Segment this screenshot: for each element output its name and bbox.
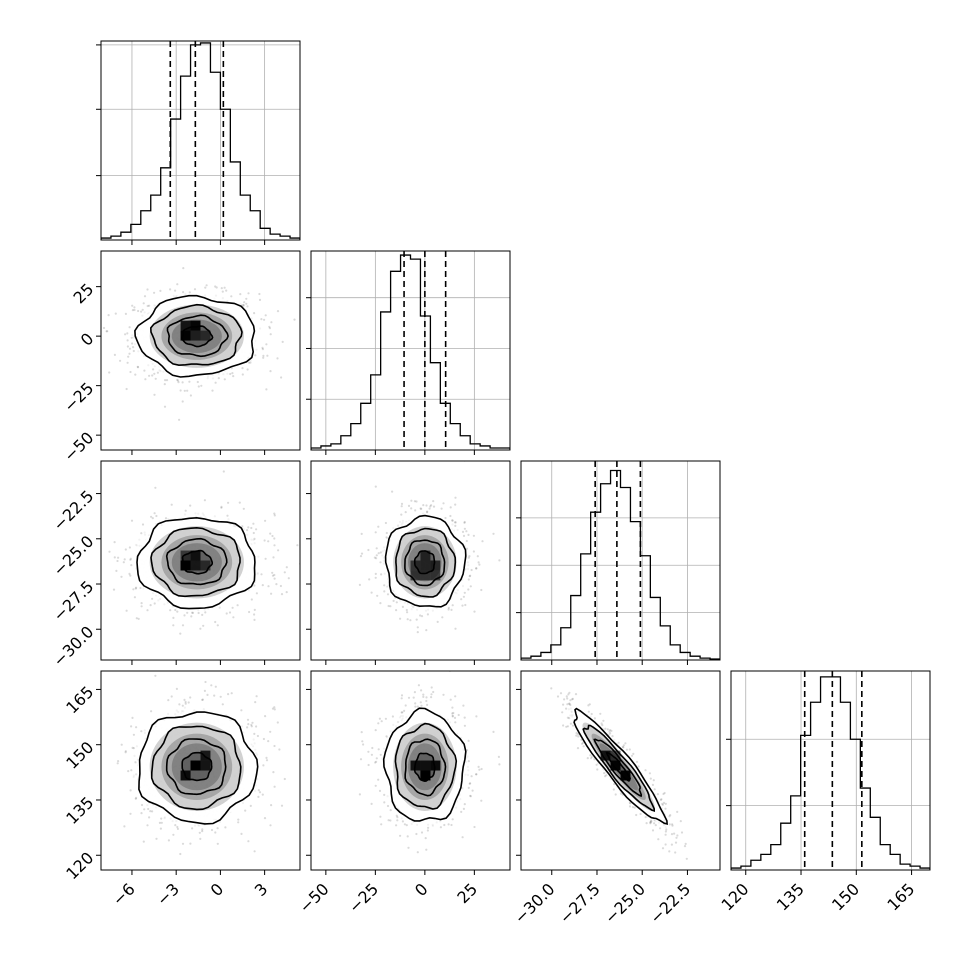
panel-3-2: −30.0−27.5−25.0−22.5 — [510, 670, 721, 927]
density-cells-2-0 — [180, 550, 211, 571]
contour-3-1-0 — [413, 752, 436, 783]
panel-frame-3-2 — [520, 670, 721, 871]
xtick-label-1: −50 — [295, 879, 332, 916]
contour-3-2-2 — [582, 724, 655, 813]
contour-2-1-0 — [413, 550, 436, 575]
contour-1-0-2 — [149, 303, 243, 367]
xtick-label-1: 25 — [453, 879, 481, 907]
panel-frame-1-0 — [100, 250, 301, 451]
xtick-label-1: −25 — [345, 879, 382, 916]
contour-3-0-1 — [165, 738, 227, 796]
xtick-label-2: −30.0 — [510, 879, 558, 927]
ytick-label-1: 0 — [77, 329, 98, 350]
contour-2-0-2 — [150, 526, 241, 598]
xtick-label-3: 120 — [718, 879, 753, 914]
contour-2-1-1 — [404, 539, 446, 587]
contour-1-0-0 — [181, 325, 214, 348]
xtick-label-1: 0 — [411, 879, 432, 900]
panel-3-3: 120 135 150 165 — [718, 670, 931, 914]
panel-0-0 — [96, 40, 301, 245]
xtick-label-0: −3 — [153, 879, 183, 909]
ytick-label-2: −22.5 — [49, 486, 97, 534]
ytick-label-3: 165 — [62, 682, 97, 717]
contour-3-2-0 — [605, 751, 632, 782]
contour-2-1-3 — [384, 514, 467, 608]
panel-frame-2-2 — [520, 460, 721, 661]
histogram-1 — [311, 254, 510, 450]
ytick-label-2: −30.0 — [49, 622, 97, 670]
xtick-label-2: −22.5 — [646, 879, 694, 927]
contour-3-2-1 — [593, 738, 643, 798]
histogram-2 — [521, 469, 720, 660]
xtick-label-0: 3 — [251, 879, 272, 900]
contour-3-1-3 — [382, 707, 467, 822]
density-cells-3-2 — [600, 750, 631, 781]
contour-3-1-1 — [404, 738, 447, 797]
contour-1-0-1 — [166, 314, 229, 358]
panel-frame-2-0 — [100, 460, 301, 661]
xtick-label-2: −27.5 — [556, 879, 604, 927]
xtick-label-3: 165 — [883, 879, 918, 914]
ytick-label-2: −27.5 — [49, 577, 97, 625]
contour-3-0-2 — [150, 725, 242, 811]
contour-3-1-2 — [394, 722, 458, 810]
xtick-label-2: −25.0 — [601, 879, 649, 927]
contour-3-2-3 — [573, 707, 668, 825]
panel-3-1: −50 −25 0 25 — [295, 670, 511, 917]
panel-frame-3-0 — [100, 670, 301, 871]
histogram-3 — [731, 676, 930, 870]
ytick-label-1: −50 — [60, 428, 97, 465]
panel-3-0: 120 135 150 165 −6 −3 0 3 — [62, 670, 301, 910]
panel-2-0: −30.0−27.5−25.0−22.5 — [49, 460, 301, 670]
contour-1-0-3 — [134, 294, 256, 378]
contour-3-0-3 — [138, 711, 259, 825]
panel-2-2 — [516, 460, 721, 665]
contour-2-0-3 — [136, 516, 256, 610]
xtick-label-0: 0 — [207, 879, 228, 900]
panel-1-1 — [306, 250, 511, 455]
panel-frame-1-1 — [310, 250, 511, 451]
panel-frame-3-1 — [310, 670, 511, 871]
ytick-label-2: −25.0 — [49, 532, 97, 580]
panel-frame-2-1 — [310, 460, 511, 661]
xtick-label-3: 150 — [828, 879, 863, 914]
xtick-label-3: 135 — [773, 879, 808, 914]
ytick-label-1: 25 — [70, 280, 98, 308]
histogram-0 — [101, 42, 300, 240]
ytick-label-3: 120 — [62, 848, 97, 883]
ytick-label-3: 150 — [62, 738, 97, 773]
panel-frame-0-0 — [100, 40, 301, 241]
panel-1-0: −50 −25 0 25 — [60, 250, 301, 465]
contour-2-0-0 — [181, 549, 213, 575]
ytick-label-3: 135 — [62, 793, 97, 828]
panel-frame-3-3 — [730, 670, 931, 871]
panel-2-1 — [306, 460, 511, 665]
contour-2-1-2 — [395, 527, 457, 598]
density-cells-1-0 — [180, 320, 211, 341]
contour-2-0-1 — [165, 537, 228, 586]
xtick-label-0: −6 — [109, 879, 139, 909]
ytick-label-1: −25 — [60, 379, 97, 416]
contour-3-0-0 — [181, 751, 213, 782]
